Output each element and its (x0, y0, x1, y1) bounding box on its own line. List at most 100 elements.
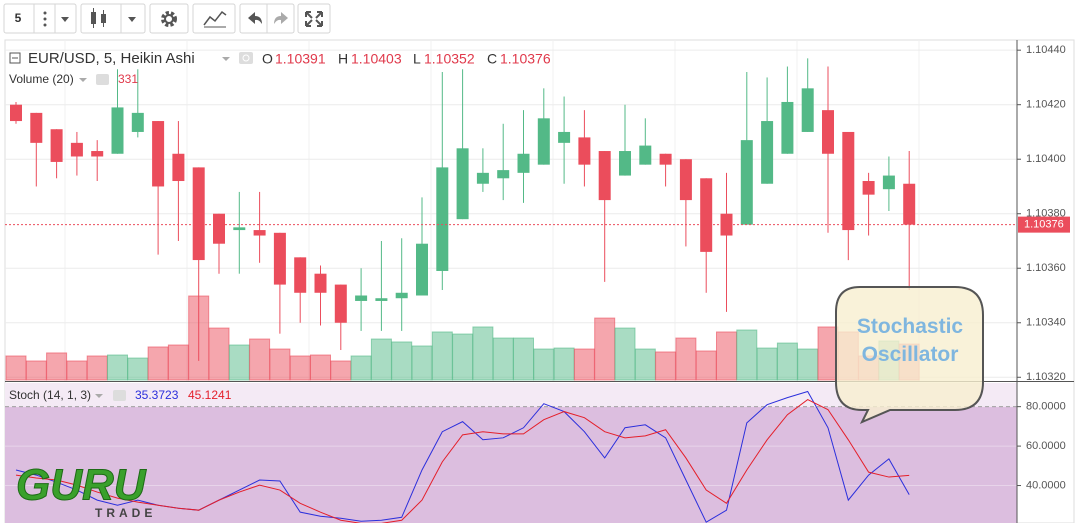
stoch-d-value: 45.1241 (188, 388, 232, 402)
candle-body (740, 140, 753, 225)
price-axis: 1.104401.104201.104001.103801.103601.103… (1017, 44, 1070, 491)
candle-body (822, 110, 834, 154)
candle-body (213, 213, 225, 244)
volume-bar (655, 351, 677, 381)
ohlc-label: H (338, 51, 348, 67)
candle-body (416, 243, 428, 296)
visibility-icon[interactable] (96, 74, 109, 85)
volume-value: 331 (118, 72, 138, 86)
candle-body (476, 172, 489, 184)
candle-body (172, 153, 185, 182)
candle-body (233, 227, 246, 231)
volume-bar (452, 333, 474, 381)
candle-body (862, 181, 875, 195)
settings-button[interactable] (149, 3, 189, 34)
stoch-band (5, 406, 1017, 523)
candle-body (537, 118, 550, 165)
candle-body (801, 88, 814, 132)
candle-body (152, 121, 165, 187)
volume-bar (127, 357, 149, 381)
candle-body (659, 153, 672, 165)
volume-bar (269, 348, 291, 381)
candle-body (273, 232, 286, 285)
interval-button[interactable] (3, 3, 77, 34)
volume-bar (391, 341, 413, 381)
candle-body (294, 257, 307, 293)
visibility-icon[interactable] (113, 390, 126, 401)
candle-body (558, 131, 571, 143)
candle-body (578, 137, 591, 165)
candle-body (10, 104, 22, 122)
volume-bar (431, 331, 453, 381)
volume-bar (594, 317, 616, 381)
ohlc-label: L (413, 51, 421, 67)
candle-body (395, 292, 408, 299)
callout-text: Stochastic Oscillator (857, 315, 964, 366)
volume-bar (472, 326, 494, 381)
candle-body (903, 183, 916, 225)
volume-bar (330, 360, 352, 381)
y-tick-label: 1.10320 (1026, 371, 1066, 383)
callout: Stochastic Oscillator (835, 286, 984, 424)
logo-main: GURU (16, 461, 147, 510)
y-tick-label: 80.0000 (1026, 401, 1066, 413)
candle-body (375, 298, 388, 301)
volume-bar (513, 337, 534, 381)
price-pane (5, 40, 1017, 381)
y-tick-label: 1.10340 (1026, 317, 1066, 329)
volume-bar (553, 347, 575, 381)
candle-body (253, 230, 266, 236)
stoch-pane (5, 383, 1017, 523)
candle-body (639, 145, 652, 165)
ohlc-value: 1.10403 (351, 51, 402, 67)
stoch-k-value: 35.3723 (135, 388, 179, 402)
volume-bar (147, 346, 169, 381)
candle-body (131, 112, 144, 132)
candle-body (456, 148, 469, 220)
volume-bar (716, 331, 737, 381)
symbol-title: EUR/USD, 5, Heikin Ashi (28, 50, 195, 67)
y-tick-label: 1.10360 (1026, 262, 1066, 274)
volume-bar (46, 352, 68, 381)
candle-body (598, 151, 611, 201)
candle-body (761, 121, 774, 184)
volume-bar (776, 342, 798, 381)
y-tick-label: 1.10440 (1026, 44, 1066, 56)
candle-body (842, 131, 855, 231)
volume-bar (86, 355, 108, 381)
candle-body (30, 112, 43, 143)
y-tick-label: 40.0000 (1026, 479, 1066, 491)
indicators-button[interactable] (192, 3, 236, 34)
logo-sub: TRADE (95, 506, 156, 520)
candle-body (517, 153, 530, 173)
volume-bar (797, 348, 819, 381)
volume-bar (310, 354, 331, 381)
chart-style-button[interactable] (80, 3, 146, 34)
candle-body (882, 175, 895, 190)
candle-body (314, 273, 327, 293)
ohlc-value: 1.10352 (424, 51, 475, 67)
volume-bar (66, 360, 88, 381)
logo: GURU TRADE (16, 460, 156, 520)
fullscreen-button[interactable] (297, 3, 331, 34)
volume-bar (25, 360, 47, 381)
candle-body (111, 107, 124, 154)
volume-bar (756, 347, 778, 381)
stoch-title: Stoch (14, 1, 3) (9, 388, 91, 402)
ohlc-label: C (487, 51, 497, 67)
volume-bar (167, 344, 189, 381)
volume-bar (249, 338, 271, 381)
volume-bar (411, 345, 433, 381)
interval-label: 5 (15, 11, 22, 25)
y-tick-label: 1.10420 (1026, 99, 1066, 111)
candle-body (70, 142, 83, 157)
candle-body (91, 151, 104, 157)
volume-bar (208, 327, 230, 381)
candle-body (50, 129, 63, 162)
volume-bar (370, 338, 392, 381)
volume-bar (492, 337, 514, 381)
visibility-icon[interactable] (239, 52, 253, 64)
volume-bar (675, 337, 697, 381)
candle-body (700, 178, 713, 252)
